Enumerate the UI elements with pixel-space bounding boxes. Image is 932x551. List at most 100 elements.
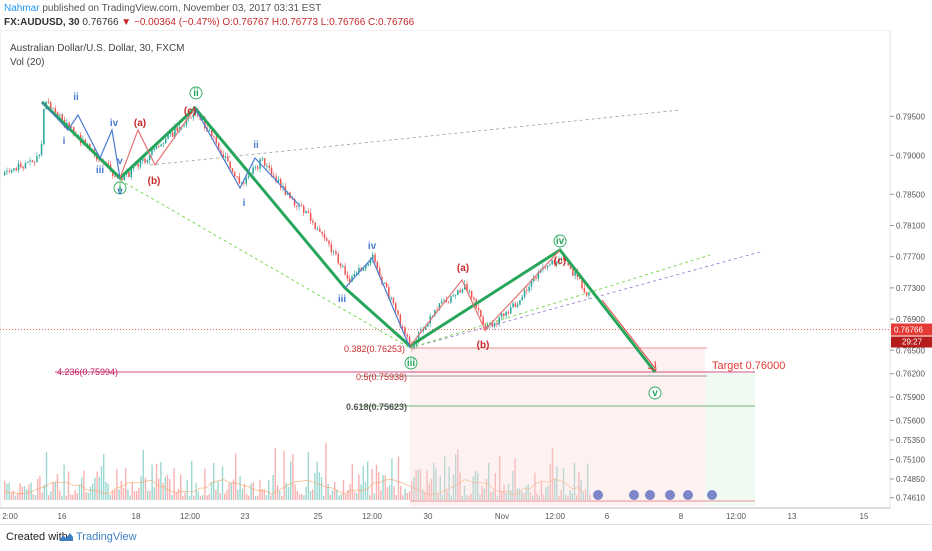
wave-label-circle [404,356,418,370]
time-axis[interactable]: 2:00 16 18 12:00 23 25 12:00 30 Nov 12:00 6 8 12:00 1… [0,507,890,521]
wave-label: iii [338,294,347,305]
volume-bar [395,494,397,500]
volume-bar [367,461,369,500]
volume-bar [334,482,336,500]
x-tick-label: 15 [860,512,869,521]
candle-body [277,179,280,183]
volume-bar [34,494,37,500]
event-flag-icon [665,490,675,500]
wave-label: (a) [457,263,469,274]
candle-body [434,310,436,316]
candle-body [243,182,245,184]
candle-body [50,102,52,109]
candle-body [174,127,176,137]
candle-body [22,167,24,169]
volume-bar [397,456,400,500]
candle-body [176,127,178,131]
fib-label-0618: 0.618(0.75623) [346,402,407,412]
volume-bar [529,492,532,500]
candle-body [107,163,109,165]
candle-body [112,170,114,177]
corrective-wave-1 [119,107,196,179]
volume-bar [81,477,83,500]
volume-bar [356,493,358,500]
wave-label: (b) [477,340,490,351]
volume-bar [37,478,39,500]
candle-body [385,283,388,288]
volume-bar [235,453,237,500]
volume-bar [540,480,543,500]
candle-body [553,260,556,264]
candle-body [217,143,220,151]
volume-bar [74,490,76,500]
candle-body [537,272,540,279]
volume-bar [562,467,565,500]
candle-body [263,158,266,166]
candle-body [10,169,13,173]
footer: Created with TradingView [0,524,932,551]
author-link[interactable]: Nahmar [4,3,40,14]
volume-bar [461,495,463,500]
volume-bar [518,487,521,500]
publish-line: Nahmar published on TradingView.com, Nov… [4,3,321,14]
volume-bar [584,488,587,500]
y-tick-label: 0.74850 [896,475,925,484]
wave-label: v [652,388,658,399]
candle-body [291,198,293,200]
event-flag-icon [683,490,693,500]
chart-area[interactable]: Australian Dollar/U.S. Dollar, 30, FXCM … [0,29,932,524]
x-tick-label: 2:00 [2,512,18,521]
candle-body [404,327,406,335]
volume-bar [430,478,433,500]
candle-body [114,176,116,177]
wave-label: iv [556,236,565,247]
volume-bar [136,490,138,500]
overlays: 0.382(0.76253) 0.5(0.75938) 0.618(0.75623)… [40,86,785,506]
volume-bar [155,463,158,500]
fib-label-4236: 4.236(0.75994) [57,367,118,377]
volume-bar [182,495,184,500]
x-tick-label: 8 [679,512,684,521]
candle-body [139,160,142,167]
candle-body [493,323,496,327]
candle-body [466,283,468,292]
volume-bar [298,494,301,500]
volume-bar [204,468,206,500]
volume-bar [206,495,208,500]
candle-body [413,345,415,349]
candle-body [397,310,399,315]
volume-bar [162,483,164,500]
volume-bar [373,493,375,500]
volume-bar [503,485,505,500]
candle-body [24,162,27,169]
volume-bar [171,495,173,500]
ohlc-label: O:0.76767 H:0.76773 L:0.76766 C:0.76766 [222,17,415,28]
wave-label: iv [368,241,377,252]
brand-link[interactable]: TradingView [76,531,137,543]
candle-body [510,307,512,314]
volume-bar [67,471,70,500]
volume-bar [305,486,307,500]
publish-text: published on TradingView.com, November 0… [39,3,322,14]
candle-body [312,220,314,223]
price-chart[interactable]: Australian Dollar/U.S. Dollar, 30, FXCM … [0,29,932,524]
volume-bar [455,454,457,500]
candle-body [220,150,222,155]
volume-bar [303,495,305,500]
candle-body [213,136,215,138]
candle-body [328,240,330,245]
candle-body [401,327,404,328]
volume-bar [19,483,21,500]
price-axis[interactable]: 0.79500 0.79000 0.78500 0.78100 0.77700 0.773… [890,112,932,503]
volume-bar [549,463,551,500]
volume-bar [411,481,413,500]
volume-bar [472,476,474,500]
candle-body [188,117,190,119]
candle-body [454,294,457,296]
candle-body [15,168,17,171]
volume-bar [507,483,510,500]
candle-body [169,132,172,134]
volume-bar [177,489,180,500]
volume-bar [61,495,63,500]
volume-bar [133,491,136,500]
